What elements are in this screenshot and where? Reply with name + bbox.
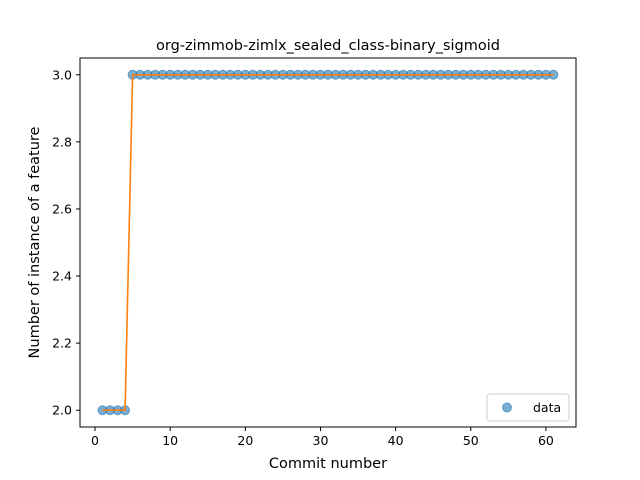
legend-marker-data xyxy=(502,402,512,413)
y-tick-label: 2.0 xyxy=(52,403,72,418)
legend-box xyxy=(486,393,570,422)
legend: data xyxy=(486,393,570,422)
plot-area xyxy=(97,69,559,416)
x-tick-label: 60 xyxy=(538,433,554,448)
axes-frame xyxy=(79,57,577,428)
legend-label-data: data xyxy=(533,400,561,415)
x-tick-label: 50 xyxy=(463,433,479,448)
x-tick-label: 10 xyxy=(162,433,178,448)
y-axis-label: Number of instance of a feature xyxy=(27,126,43,358)
x-tick-label: 0 xyxy=(91,433,99,448)
y-tick-label: 2.6 xyxy=(52,201,72,216)
y-tick-label: 3.0 xyxy=(52,67,72,82)
chart-title: org-zimmob-zimlx_sealed_class-binary_sig… xyxy=(156,38,500,54)
x-tick-label: 30 xyxy=(313,433,329,448)
y-tick-label: 2.2 xyxy=(52,336,72,351)
y-axis: 2.0 2.2 2.4 2.6 2.8 3.0 xyxy=(52,67,80,418)
y-tick-label: 2.8 xyxy=(52,134,72,149)
y-tick-label: 2.4 xyxy=(52,269,72,284)
x-tick-label: 40 xyxy=(388,433,404,448)
x-axis-label: Commit number xyxy=(269,456,387,472)
x-tick-label: 20 xyxy=(237,433,253,448)
x-axis: 0 10 20 30 40 50 60 xyxy=(91,427,554,448)
fit-line xyxy=(102,73,554,412)
